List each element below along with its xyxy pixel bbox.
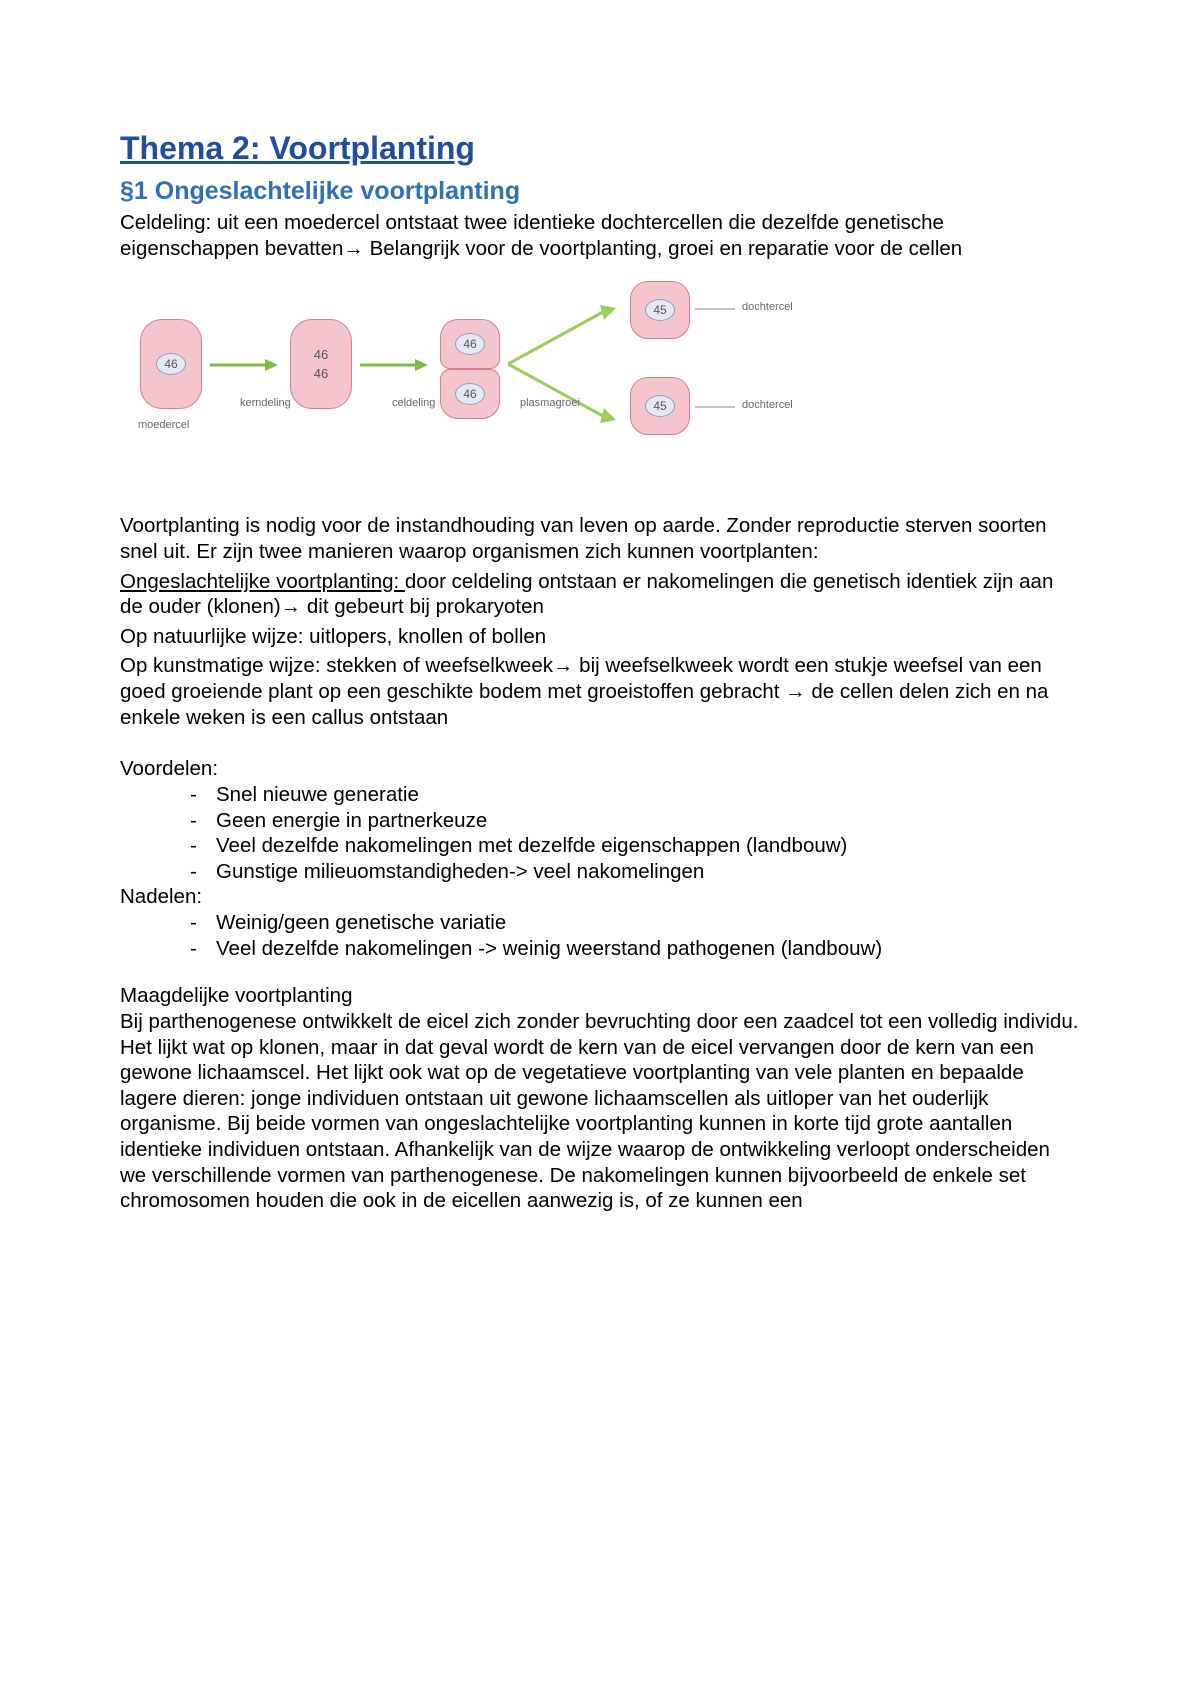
label-dochtercel-bottom: dochtercel: [742, 399, 793, 411]
line-icon: [695, 405, 735, 409]
nucleus: 46: [455, 383, 485, 405]
list-item: Veel dezelfde nakomelingen -> weinig wee…: [190, 936, 1080, 962]
list-item: Geen energie in partnerkeuze: [190, 808, 1080, 834]
list-heading-nadelen: Nadelen:: [120, 884, 1080, 910]
voordelen-list: Snel nieuwe generatie Geen energie in pa…: [120, 782, 1080, 885]
paragraph: Op natuurlijke wijze: uitlopers, knollen…: [120, 624, 1080, 650]
label-celdeling: celdeling: [392, 397, 435, 409]
intro-paragraph: Celdeling: uit een moedercel ontstaat tw…: [120, 210, 1080, 261]
cell-mother: 46: [140, 319, 202, 409]
label-dochtercel-top: dochtercel: [742, 301, 793, 313]
arrow-icon: [210, 357, 280, 373]
cell-daughter-bottom: 45: [630, 377, 690, 435]
label-kerndeling: kerndeling: [240, 397, 291, 409]
label-plasmagroei: plasmagroei: [520, 397, 580, 409]
cell-division-diagram: 46 moedercel 46 46 kerndeling 46 46 celd…: [120, 279, 820, 469]
line-icon: [695, 307, 735, 311]
list-heading-voordelen: Voordelen:: [120, 756, 1080, 782]
nucleus-text: 46: [314, 366, 328, 381]
section-heading: §1 Ongeslachtelijke voortplanting: [120, 177, 1080, 206]
nadelen-list: Weinig/geen genetische variatie Veel dez…: [120, 910, 1080, 961]
paragraph: Voortplanting is nodig voor de instandho…: [120, 513, 1080, 564]
paragraph: Op kunstmatige wijze: stekken of weefsel…: [120, 653, 1080, 730]
label-moedercel: moedercel: [138, 419, 189, 431]
underlined-term: Ongeslachtelijke voortplanting:: [120, 570, 405, 593]
arrow-icon: [360, 357, 430, 373]
list-item: Snel nieuwe generatie: [190, 782, 1080, 808]
cell-bottom: 46: [440, 369, 500, 419]
nucleus: 46: [455, 333, 485, 355]
paragraph: Bij parthenogenese ontwikkelt de eicel z…: [120, 1009, 1080, 1214]
cell-kerndeling: 46 46: [290, 319, 352, 409]
list-item: Veel dezelfde nakomelingen met dezelfde …: [190, 833, 1080, 859]
nucleus: 45: [645, 299, 675, 321]
list-item: Weinig/geen genetische variatie: [190, 910, 1080, 936]
cell-daughter-top: 45: [630, 281, 690, 339]
subsection-heading: Maagdelijke voortplanting: [120, 983, 1080, 1009]
paragraph: Ongeslachtelijke voortplanting: door cel…: [120, 569, 1080, 620]
page-title: Thema 2: Voortplanting: [120, 130, 1080, 167]
nucleus-text: 46: [314, 347, 328, 362]
nucleus: 45: [645, 395, 675, 417]
nucleus: 46: [156, 353, 186, 375]
list-item: Gunstige milieuomstandigheden-> veel nak…: [190, 859, 1080, 885]
cell-top: 46: [440, 319, 500, 369]
